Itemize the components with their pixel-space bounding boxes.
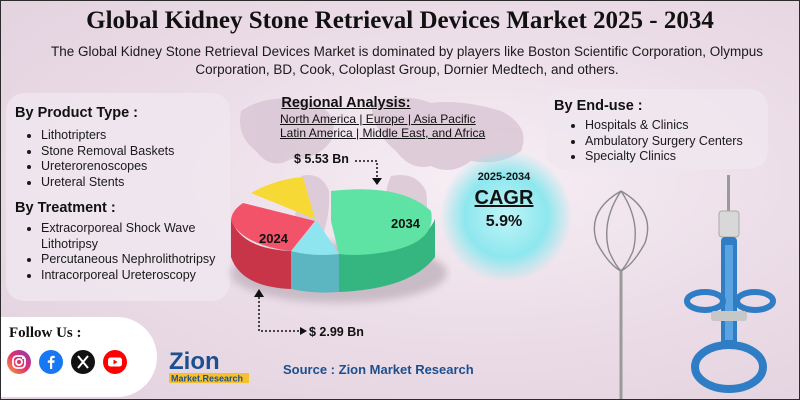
list-item: Ureteral Stents xyxy=(41,175,241,191)
regional-line-1: North America | Europe | Asia Pacific xyxy=(280,112,476,126)
left-panel xyxy=(6,93,230,301)
callout-2034-connector xyxy=(355,160,382,185)
svg-text:Market.Research: Market.Research xyxy=(171,374,243,384)
pie-chart: 2034 2024 xyxy=(231,177,447,303)
slice-label-2024: 2024 xyxy=(259,231,289,246)
pie-side-cyan xyxy=(291,251,339,293)
list-item: Ureterorenoscopes xyxy=(41,159,241,175)
product-type-title: By Product Type : xyxy=(15,105,138,121)
instagram-icon[interactable] xyxy=(7,350,31,374)
callout-2024-value: $ 2.99 Bn xyxy=(309,325,364,339)
product-type-list: Lithotripters Stone Removal Baskets Uret… xyxy=(23,128,241,190)
end-use-panel xyxy=(546,89,768,169)
slice-label-2034: 2034 xyxy=(391,216,421,231)
pie-side-2024 xyxy=(231,219,291,289)
pie-slice-2034 xyxy=(331,189,432,255)
end-use-title: By End-use : xyxy=(554,98,643,114)
pie-slice-2024 xyxy=(231,203,315,251)
regional-line-2: Latin America | Middle East, and Africa xyxy=(280,126,486,140)
pie-side-2034 xyxy=(339,219,435,292)
list-item: Extracorporeal Shock Wave Lithotripsy xyxy=(41,221,221,252)
list-item: Ambulatory Surgery Centers xyxy=(585,134,785,150)
cagr-years: 2025-2034 xyxy=(477,171,531,183)
pie-slice-cyan xyxy=(291,221,339,255)
retrieval-basket-image xyxy=(593,190,649,399)
list-item: Lithotripters xyxy=(41,128,241,144)
callout-2034-value: $ 5.53 Bn xyxy=(294,152,349,166)
youtube-icon[interactable] xyxy=(103,350,127,374)
pie-slice-yellow xyxy=(251,177,315,219)
zion-logo: Zion Market.Research xyxy=(169,348,249,384)
source-note: Source : Zion Market Research xyxy=(283,362,474,377)
list-item: Hospitals & Clinics xyxy=(585,118,785,134)
svg-text:Zion: Zion xyxy=(169,348,220,375)
follow-us-label: Follow Us : xyxy=(9,325,82,341)
subtitle: The Global Kidney Stone Retrieval Device… xyxy=(50,44,764,77)
follow-us-panel: Follow Us : xyxy=(1,317,157,397)
x-twitter-icon[interactable] xyxy=(71,350,95,374)
cagr-label: CAGR xyxy=(474,187,534,209)
cagr-glow xyxy=(441,151,571,281)
treatment-list: Extracorporeal Shock Wave Lithotripsy Pe… xyxy=(23,221,221,283)
list-item: Intracorporeal Ureteroscopy xyxy=(41,268,221,284)
page-title: Global Kidney Stone Retrieval Devices Ma… xyxy=(86,7,714,34)
end-use-list: Hospitals & Clinics Ambulatory Surgery C… xyxy=(567,118,785,165)
list-item: Specialty Clinics xyxy=(585,149,785,165)
list-item: Percutaneous Nephrolithotripsy xyxy=(41,252,221,268)
basket-handle-device-image xyxy=(684,175,776,393)
list-item: Stone Removal Baskets xyxy=(41,144,241,160)
cagr-value: 5.9% xyxy=(485,213,523,230)
callout-2024-connector xyxy=(254,289,307,335)
facebook-icon[interactable] xyxy=(39,350,63,374)
treatment-title: By Treatment : xyxy=(15,200,116,216)
regional-title: Regional Analysis: xyxy=(281,95,411,111)
